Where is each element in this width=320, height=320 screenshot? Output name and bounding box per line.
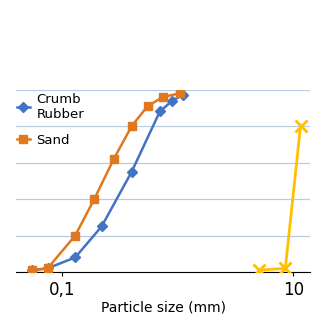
Legend: Crumb
Rubber, Sand: Crumb Rubber, Sand — [17, 92, 84, 147]
X-axis label: Particle size (mm): Particle size (mm) — [101, 300, 226, 315]
